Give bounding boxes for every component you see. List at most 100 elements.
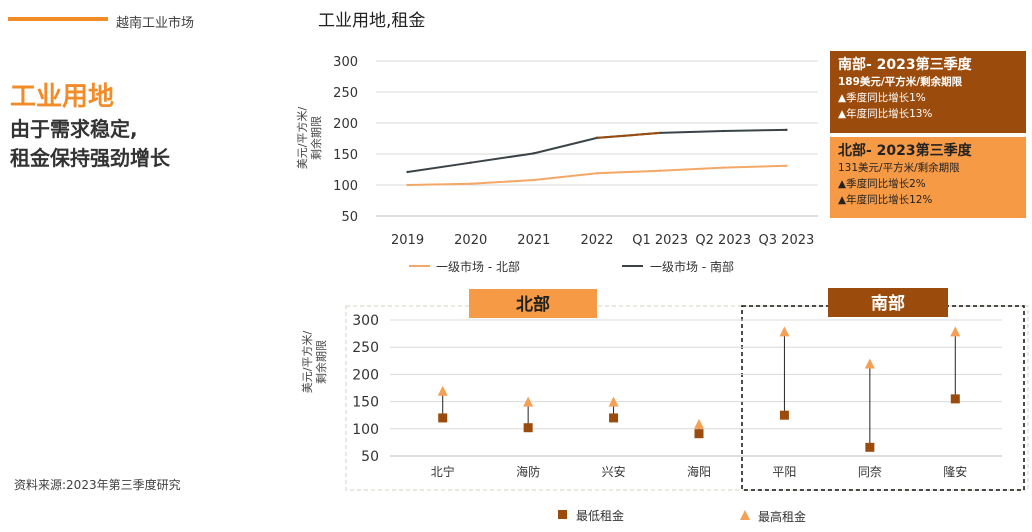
- region-label-north-box: [469, 289, 597, 318]
- line-chart-x-axis: 2019 2020 2021 2022 Q1 2023 Q2 2023 Q3 2023: [391, 233, 814, 248]
- headline-line-2: 租金保持强劲增长: [10, 146, 170, 170]
- data-point: [532, 152, 536, 155]
- data-point: [785, 128, 788, 132]
- y-tick-label: 200: [333, 117, 358, 132]
- region-label-south-box: [828, 288, 948, 317]
- section-title: 工业用地: [10, 82, 115, 112]
- data-point: [658, 169, 662, 172]
- callout-north-qoq: ▲季度同比增长2%: [838, 178, 926, 190]
- range-chart-marks: [437, 326, 961, 452]
- range-chart-x-axis: 北宁 海防 兴安 海阳 平阳 同奈 隆安: [431, 464, 968, 479]
- y-tick-label: 100: [333, 179, 358, 194]
- legend-label-south: 一级市场 - 南部: [650, 259, 734, 274]
- header-accent-bar: [8, 17, 108, 21]
- callout-south-rent: 189美元/平方米/剩余期限: [838, 76, 963, 88]
- range-chart-y-axis-title: 美元/平方米/剩余期限: [300, 331, 328, 394]
- max-rent-marker: [779, 326, 790, 337]
- max-rent-marker: [523, 396, 534, 407]
- x-tick-label: 2019: [391, 233, 424, 248]
- min-rent-marker: [950, 394, 960, 404]
- y-tick-label: 150: [333, 148, 358, 163]
- legend-label-min: 最低租金: [576, 508, 624, 523]
- x-tick-label: Q2 2023: [695, 233, 751, 248]
- y-tick-label: 150: [352, 395, 379, 411]
- line-chart-series: [406, 128, 788, 187]
- max-rent-marker: [864, 358, 875, 369]
- series-line-south-highlight: [596, 131, 661, 139]
- callout-north-yoy: ▲年度同比增长12%: [838, 194, 933, 206]
- x-tick-label: 北宁: [431, 464, 455, 479]
- x-tick-label: 同奈: [858, 465, 882, 479]
- callout-south-qoq: ▲季度同比增长1%: [838, 92, 926, 104]
- callout-south-title: 南部- 2023第三季度: [838, 57, 972, 73]
- callout-south: 南部- 2023第三季度 189美元/平方米/剩余期限 ▲季度同比增长1% ▲年…: [830, 51, 1026, 133]
- data-point: [532, 178, 536, 182]
- callout-north: 北部- 2023第三季度 131美元/平方米/剩余期限 ▲季度同比增长2% ▲年…: [830, 137, 1026, 218]
- y-tick-label: 100: [352, 422, 379, 438]
- x-tick-label: 2022: [580, 233, 613, 248]
- callout-south-yoy: ▲年度同比增长13%: [838, 108, 933, 120]
- line-chart-legend: 一级市场 - 北部 一级市场 - 南部: [409, 259, 734, 274]
- y-tick-label: 200: [352, 367, 379, 383]
- axis-title-line-2: 剩余期限: [309, 116, 323, 160]
- max-rent-marker: [950, 326, 961, 337]
- min-rent-marker: [523, 423, 533, 433]
- legend-swatch-min: [558, 510, 567, 519]
- data-point: [722, 129, 725, 133]
- min-rent-marker: [609, 413, 619, 423]
- y-tick-label: 250: [352, 340, 379, 356]
- legend-label-max: 最高租金: [758, 509, 806, 524]
- min-rent-marker: [694, 429, 704, 439]
- headline-line-1: 由于需求稳定,: [10, 117, 138, 141]
- x-tick-label: 海阳: [687, 464, 711, 479]
- data-point: [469, 161, 472, 164]
- axis-title-line-1: 美元/平方米/: [295, 107, 309, 170]
- max-rent-marker: [694, 418, 704, 429]
- x-tick-label: 海防: [516, 464, 540, 479]
- line-chart-y-axis: 50 100 150 200 250 300: [333, 55, 358, 225]
- axis-title-line-2: 剩余期限: [314, 340, 328, 384]
- region-label-south: 南部: [871, 293, 905, 314]
- min-rent-marker: [779, 410, 789, 420]
- region-label-north: 北部: [516, 294, 550, 315]
- x-tick-label: 隆安: [943, 464, 967, 479]
- x-tick-label: 2020: [454, 233, 487, 248]
- data-point: [406, 170, 409, 174]
- range-chart-region-labels: 北部 南部: [469, 288, 948, 318]
- range-chart-y-axis: 50 100 150 200 250 300: [352, 313, 379, 465]
- min-rent-marker: [865, 442, 875, 452]
- north-region-frame: [345, 305, 1029, 491]
- range-chart-legend: 最低租金 最高租金: [558, 508, 806, 524]
- min-rent-marker: [438, 413, 448, 423]
- header-title: 越南工业市场: [116, 16, 195, 31]
- data-point: [406, 183, 409, 187]
- max-rent-marker: [437, 385, 448, 396]
- x-tick-label: Q3 2023: [759, 233, 815, 248]
- data-point: [785, 164, 788, 167]
- series-line-north: [407, 164, 787, 186]
- y-tick-label: 300: [333, 55, 358, 70]
- data-point: [469, 182, 472, 185]
- data-point: [722, 166, 725, 169]
- y-tick-label: 300: [352, 313, 379, 329]
- callout-north-title: 北部- 2023第三季度: [838, 143, 972, 159]
- legend-swatch-max: [740, 510, 750, 520]
- x-tick-label: 2021: [517, 233, 550, 248]
- x-tick-label: 兴安: [602, 464, 626, 479]
- chart1-title: 工业用地,租金: [318, 11, 426, 31]
- y-tick-label: 250: [333, 86, 358, 101]
- x-tick-label: Q1 2023: [632, 233, 688, 248]
- y-tick-label: 50: [341, 210, 358, 225]
- source-note: 资料来源:2023年第三季度研究: [14, 478, 181, 492]
- x-tick-label: 平阳: [772, 465, 796, 479]
- callout-north-rent: 131美元/平方米/剩余期限: [838, 162, 960, 174]
- headline: 由于需求稳定, 租金保持强劲增长: [10, 115, 270, 173]
- legend-label-north: 一级市场 - 北部: [436, 259, 520, 274]
- max-rent-marker: [608, 396, 619, 407]
- series-line-south: [407, 128, 787, 173]
- data-point: [595, 172, 599, 175]
- y-tick-label: 50: [361, 449, 379, 465]
- axis-title-line-1: 美元/平方米/: [300, 331, 314, 394]
- line-chart-y-axis-title: 美元/平方米/剩余期限: [295, 107, 323, 170]
